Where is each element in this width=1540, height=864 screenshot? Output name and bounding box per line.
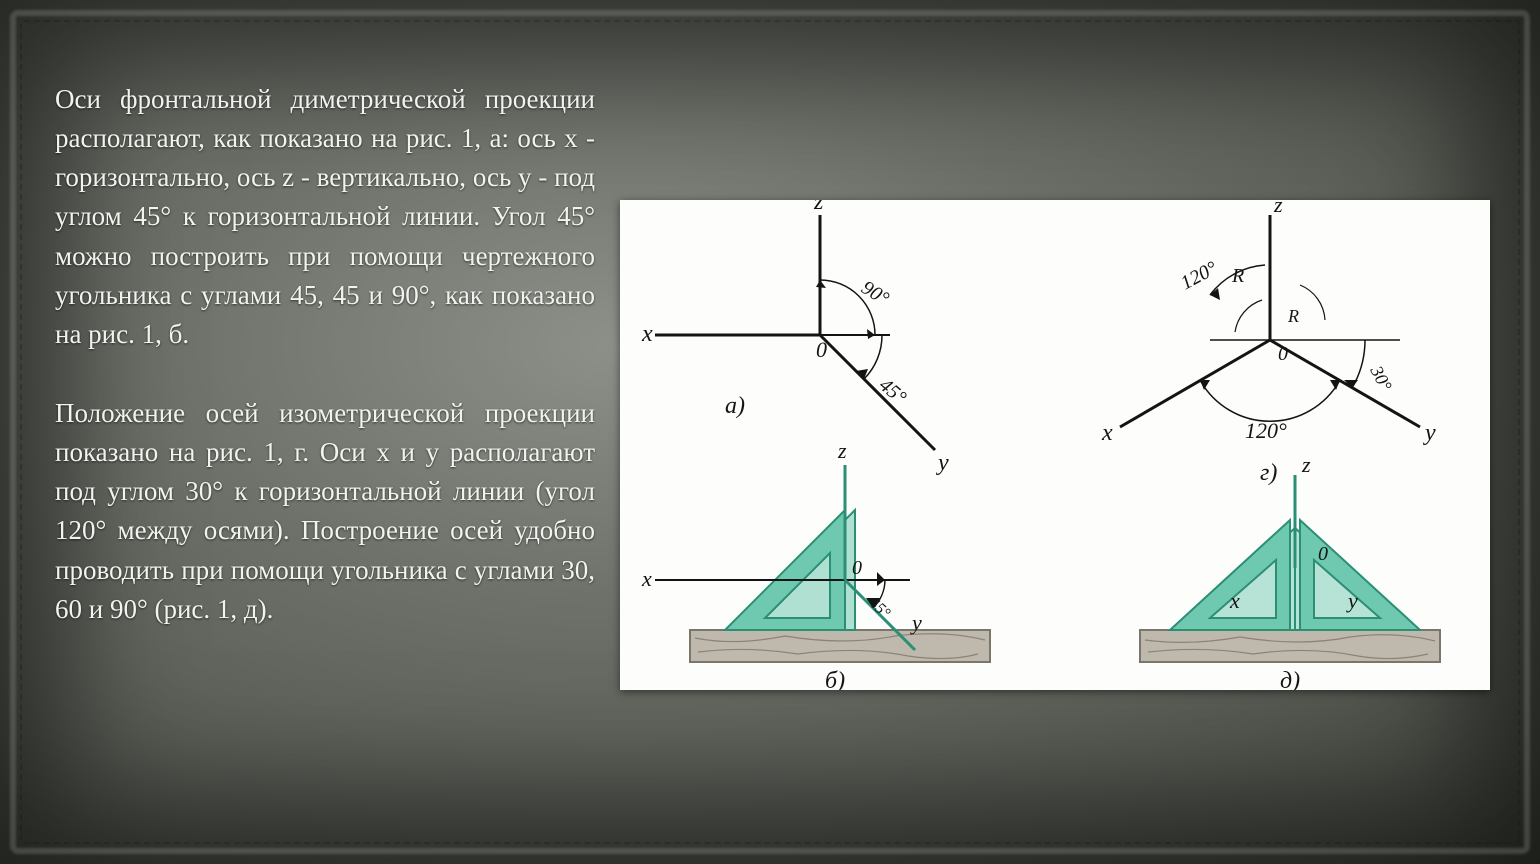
label-z-g: z bbox=[1273, 200, 1283, 217]
label-z-d: z bbox=[1301, 452, 1311, 477]
label-x: x bbox=[641, 321, 653, 347]
paragraph-1: Оси фронтальной диметрической проекции р… bbox=[55, 80, 595, 354]
label-y-g: y bbox=[1423, 420, 1436, 446]
label-o-a: 0 bbox=[816, 337, 827, 362]
figure-svg: x z y 0 90° 45° а) bbox=[620, 200, 1490, 690]
label-x-b: х bbox=[641, 566, 652, 591]
label-z: z bbox=[813, 200, 824, 215]
panel-g: z x y 0 120° 120° 30° R R г) bbox=[1101, 200, 1436, 486]
label-R1: R bbox=[1231, 265, 1244, 287]
slide: Оси фронтальной диметрической проекции р… bbox=[0, 0, 1540, 864]
label-y: y bbox=[936, 450, 949, 476]
label-x-g: x bbox=[1101, 420, 1113, 446]
figure-panel: x z y 0 90° 45° а) bbox=[620, 200, 1490, 690]
paragraph-2: Положение осей изометрической проекции п… bbox=[55, 394, 595, 629]
label-120-2: 120° bbox=[1245, 418, 1287, 443]
label-o-b: 0 bbox=[852, 557, 862, 579]
label-o-g: 0 bbox=[1278, 343, 1288, 365]
label-30: 30° bbox=[1366, 362, 1396, 395]
label-x-d: х bbox=[1229, 588, 1240, 613]
sublabel-g: г) bbox=[1260, 460, 1277, 486]
sublabel-a: а) bbox=[725, 393, 745, 419]
panel-a: x z y 0 90° 45° а) bbox=[641, 200, 949, 476]
panel-d: z 0 х у д) bbox=[1140, 452, 1440, 690]
label-z-b: z bbox=[837, 438, 847, 463]
body-text: Оси фронтальной диметрической проекции р… bbox=[55, 80, 595, 669]
label-y-d: у bbox=[1346, 588, 1358, 613]
label-90: 90° bbox=[857, 277, 892, 310]
label-R2: R bbox=[1287, 306, 1299, 326]
sublabel-d: д) bbox=[1280, 668, 1300, 690]
label-y-b: у bbox=[910, 610, 922, 635]
sublabel-b: б) bbox=[825, 668, 845, 690]
label-45: 45° bbox=[875, 374, 911, 409]
label-o-d: 0 bbox=[1318, 543, 1328, 565]
